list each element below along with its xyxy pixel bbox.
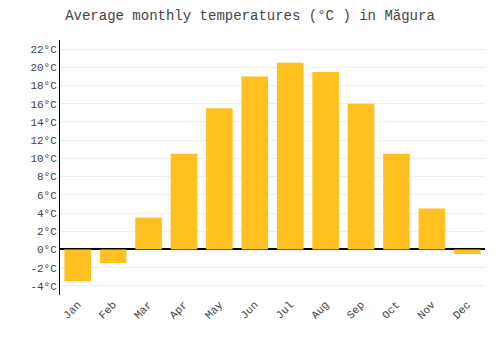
svg-text:-2°C: -2°C xyxy=(30,263,57,275)
svg-text:12°C: 12°C xyxy=(30,135,57,147)
svg-text:Jul: Jul xyxy=(274,299,296,321)
svg-text:Jun: Jun xyxy=(238,299,260,321)
svg-text:2°C: 2°C xyxy=(37,226,57,238)
svg-text:16°C: 16°C xyxy=(30,99,57,111)
svg-text:8°C: 8°C xyxy=(37,171,57,183)
svg-text:May: May xyxy=(203,299,226,322)
svg-text:10°C: 10°C xyxy=(30,153,57,165)
svg-text:22°C: 22°C xyxy=(30,44,57,56)
svg-text:6°C: 6°C xyxy=(37,190,57,202)
svg-text:Average monthly temperatures (: Average monthly temperatures (°C ) in Mă… xyxy=(65,8,435,24)
svg-text:Oct: Oct xyxy=(380,299,402,321)
svg-text:Jan: Jan xyxy=(61,299,83,321)
svg-text:Dec: Dec xyxy=(451,299,473,321)
svg-text:Mar: Mar xyxy=(132,299,154,321)
svg-text:18°C: 18°C xyxy=(30,80,57,92)
svg-text:Apr: Apr xyxy=(167,299,189,321)
svg-text:-4°C: -4°C xyxy=(30,281,57,293)
svg-text:0°C: 0°C xyxy=(37,244,57,256)
svg-text:14°C: 14°C xyxy=(30,117,57,129)
svg-text:Aug: Aug xyxy=(309,299,331,321)
svg-text:Sep: Sep xyxy=(345,299,367,321)
svg-text:4°C: 4°C xyxy=(37,208,57,220)
svg-text:Feb: Feb xyxy=(97,299,119,321)
svg-text:Nov: Nov xyxy=(415,299,438,322)
svg-text:20°C: 20°C xyxy=(30,62,57,74)
